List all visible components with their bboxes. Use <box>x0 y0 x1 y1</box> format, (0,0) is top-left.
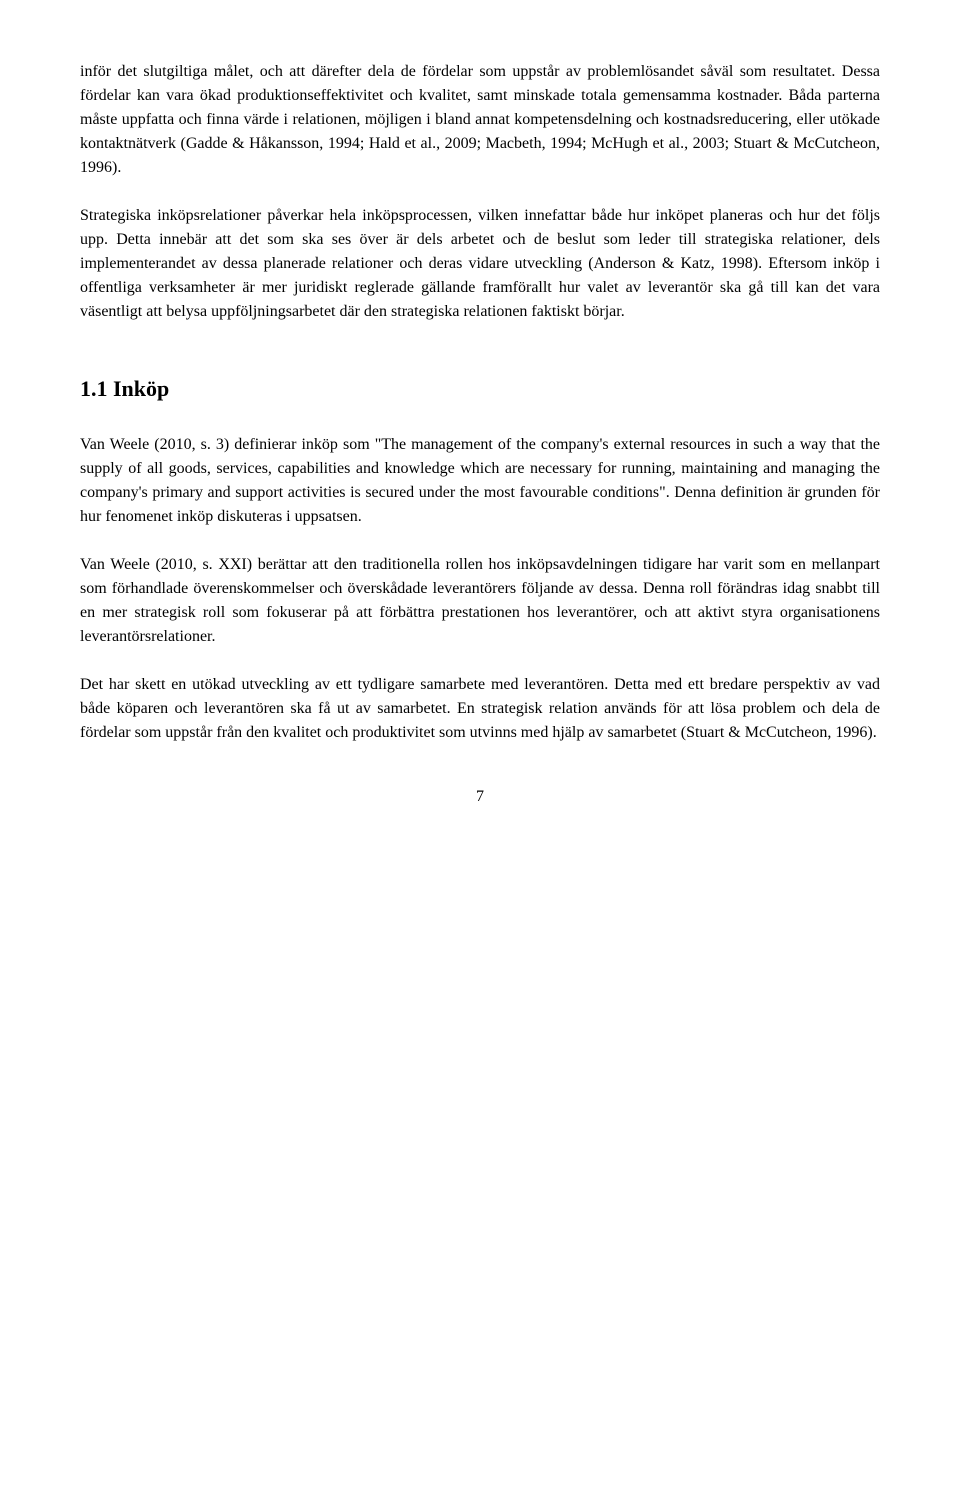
body-paragraph: Det har skett en utökad utveckling av et… <box>80 673 880 745</box>
body-paragraph: Van Weele (2010, s. XXI) berättar att de… <box>80 553 880 649</box>
body-paragraph: Van Weele (2010, s. 3) definierar inköp … <box>80 433 880 529</box>
body-paragraph: Strategiska inköpsrelationer påverkar he… <box>80 204 880 324</box>
section-heading: 1.1 Inköp <box>80 372 880 405</box>
body-paragraph: inför det slutgiltiga målet, och att där… <box>80 60 880 180</box>
page-number: 7 <box>80 785 880 809</box>
